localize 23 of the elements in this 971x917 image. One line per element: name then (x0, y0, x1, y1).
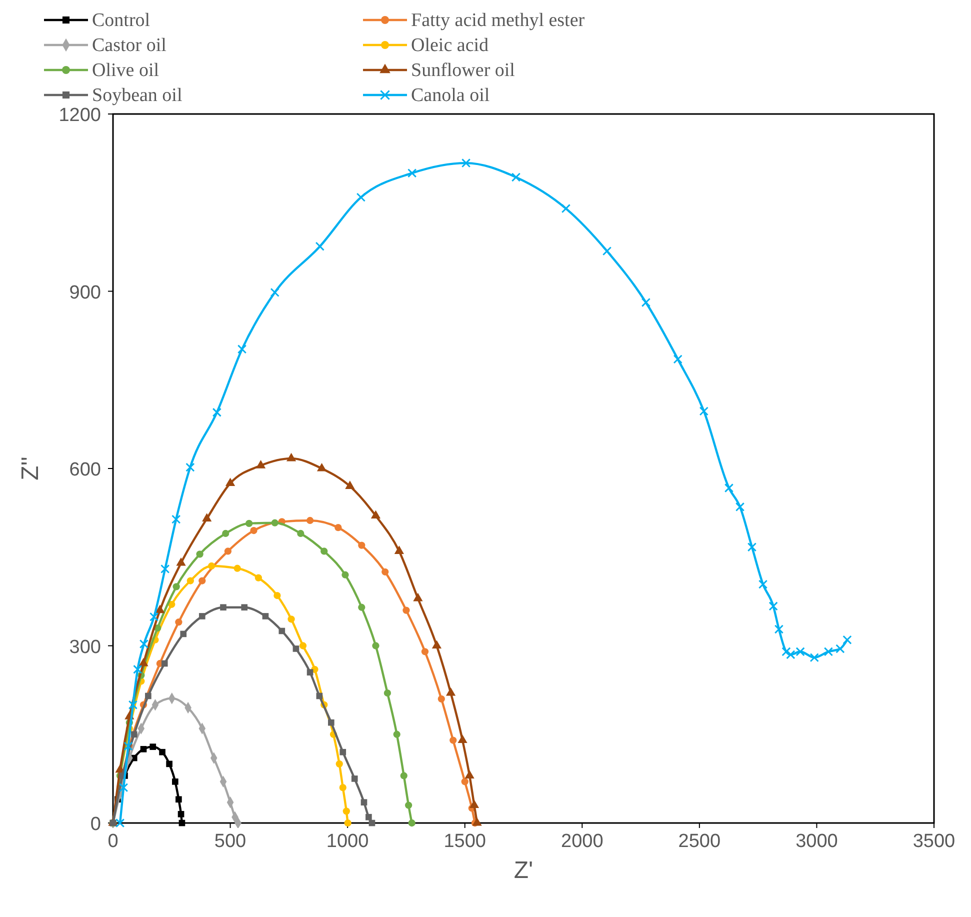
y-axis-title: Z'' (17, 456, 44, 480)
x-tick-label: 2500 (678, 831, 721, 852)
legend-label: Control (92, 10, 150, 31)
x-tick-label: 500 (214, 831, 246, 852)
x-tick-label: 1500 (444, 831, 486, 852)
legend-label: Olive oil (92, 60, 160, 81)
legend-label: Oleic acid (411, 35, 490, 56)
legend-label: Sunflower oil (411, 60, 515, 81)
y-tick-label: 0 (90, 814, 101, 835)
legend-label: Castor oil (92, 35, 166, 56)
x-tick-label: 1000 (326, 831, 369, 852)
x-axis-title: Z' (514, 857, 534, 884)
x-tick-label: 3500 (912, 831, 956, 852)
legend-label: Canola oil (411, 85, 490, 106)
legend-label: Soybean oil (92, 85, 182, 106)
x-tick-label: 3000 (796, 831, 838, 852)
x-tick-label: 2000 (561, 831, 604, 852)
y-tick-label: 600 (69, 460, 101, 480)
x-tick-label: 0 (108, 831, 118, 852)
y-tick-label: 300 (69, 636, 101, 658)
y-tick-label: 1200 (58, 105, 101, 126)
y-tick-label: 900 (69, 282, 101, 304)
legend-label: Fatty acid methyl ester (411, 10, 586, 31)
